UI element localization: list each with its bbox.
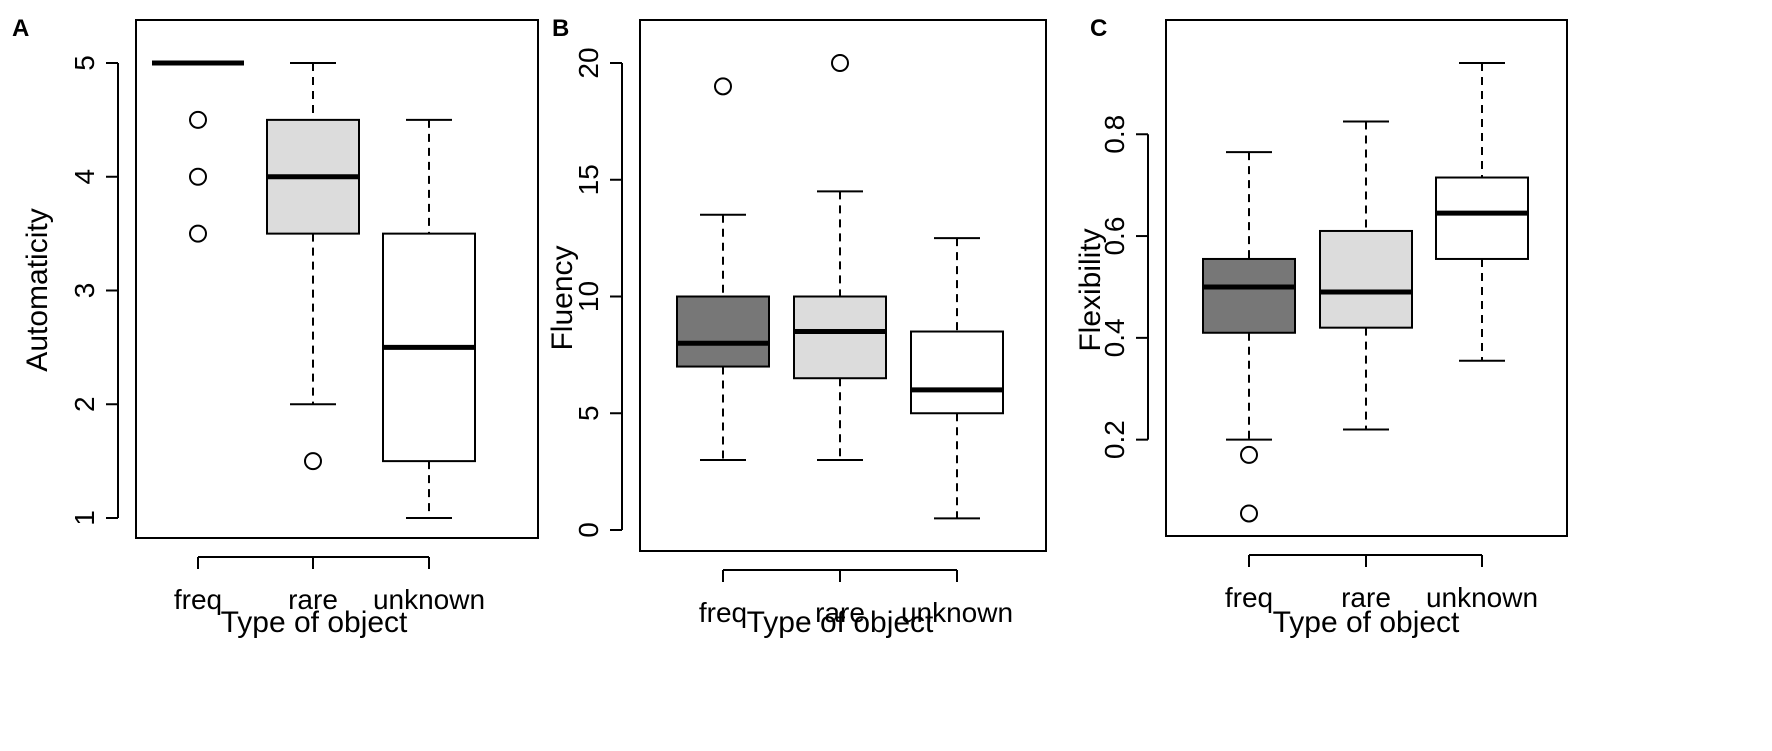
y-tick-label: 0.2 xyxy=(1099,420,1130,459)
y-tick-label: 15 xyxy=(573,164,604,195)
y-tick-label: 3 xyxy=(69,283,100,299)
y-axis-title: Fluency xyxy=(546,245,579,350)
box-unknown xyxy=(382,118,476,519)
x-tick-label: unknown xyxy=(373,584,485,615)
box-rare xyxy=(1319,120,1413,431)
box-unknown xyxy=(1435,62,1529,362)
box-freq xyxy=(152,60,244,243)
panel-letter: B xyxy=(552,15,569,42)
x-axis-title: Type of object xyxy=(221,606,408,639)
outlier-point xyxy=(714,77,732,96)
panel-b: B Fluency Type of object 0 5 10 15 20 freq rar… xyxy=(546,15,1047,639)
iqr-box xyxy=(793,295,887,380)
x-tick-label: unknown xyxy=(901,597,1013,628)
plot-frame xyxy=(639,19,1047,552)
y-tick-label: 10 xyxy=(573,281,604,312)
y-tick-label: 2 xyxy=(69,396,100,412)
outlier-point xyxy=(189,224,207,243)
y-tick-label: 5 xyxy=(69,55,100,71)
iqr-box xyxy=(910,330,1004,415)
iqr-box xyxy=(1202,257,1296,334)
x-axis-title: Type of object xyxy=(747,606,934,639)
box-rare xyxy=(266,62,360,471)
iqr-box xyxy=(1435,176,1529,260)
x-tick-label: freq xyxy=(699,597,747,628)
outlier-point xyxy=(189,110,207,129)
panel-a: A Automaticity Type of object 1 2 3 4 5 freq r… xyxy=(12,15,539,639)
panel-letter: C xyxy=(1090,15,1107,42)
box-rare xyxy=(793,54,887,461)
iqr-box xyxy=(1319,229,1413,329)
box-freq xyxy=(1202,151,1296,523)
x-tick-label: rare xyxy=(288,584,338,615)
y-axis-title: Flexibility xyxy=(1074,228,1107,351)
outlier-point xyxy=(1240,504,1258,523)
y-tick-label: 0.6 xyxy=(1099,217,1130,256)
box-freq xyxy=(676,77,770,461)
y-tick-label: 0.4 xyxy=(1099,318,1130,357)
x-tick-label: freq xyxy=(174,584,222,615)
box-unknown xyxy=(910,237,1004,520)
x-tick-label: rare xyxy=(1341,582,1391,613)
y-tick-label: 20 xyxy=(573,47,604,78)
outlier-point xyxy=(831,54,849,72)
x-axis-title: Type of object xyxy=(1273,606,1460,639)
x-tick-label: unknown xyxy=(1426,582,1538,613)
outlier-point xyxy=(304,452,322,471)
panel-c: C Flexibility Type of object 0.2 0.4 0.6 0.… xyxy=(1074,15,1568,639)
iqr-box xyxy=(676,295,770,368)
y-tick-label: 1 xyxy=(69,510,100,526)
outlier-point xyxy=(189,167,207,186)
plot-frame xyxy=(135,19,539,539)
y-tick-label: 0.8 xyxy=(1099,115,1130,154)
panel-letter: A xyxy=(12,15,29,42)
x-tick-label: rare xyxy=(815,597,865,628)
y-tick-label: 5 xyxy=(573,405,604,421)
y-tick-label: 0 xyxy=(573,522,604,538)
y-axis-title: Automaticity xyxy=(21,208,54,371)
plot-frame xyxy=(1165,19,1568,537)
outlier-point xyxy=(1240,445,1258,464)
x-tick-label: freq xyxy=(1225,582,1273,613)
y-tick-label: 4 xyxy=(69,169,100,185)
